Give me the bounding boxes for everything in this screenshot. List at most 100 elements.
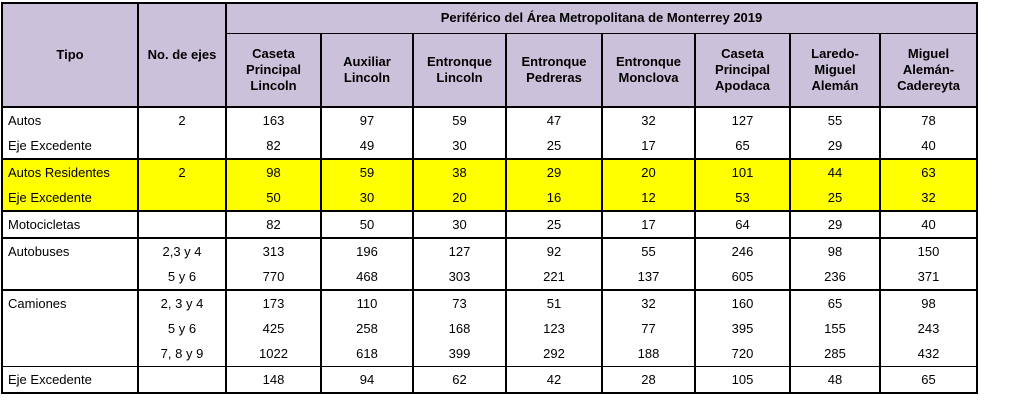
- vehicle-type-cell: [1, 341, 139, 367]
- toll-value-cell: 127: [694, 107, 791, 133]
- toll-value-cell: 292: [505, 341, 603, 367]
- toll-value-cell: 160: [694, 289, 791, 316]
- toll-value-cell: 98: [879, 289, 978, 316]
- toll-value-cell: 303: [412, 264, 507, 290]
- toll-value-cell: 155: [789, 316, 881, 341]
- toll-rates-table: Tipo No. de ejes Periférico del Área Met…: [1, 2, 978, 394]
- toll-value-cell: 29: [789, 133, 881, 159]
- axles-cell: 2: [137, 158, 227, 185]
- toll-value-cell: 30: [412, 210, 507, 238]
- toll-value-cell: 236: [789, 264, 881, 290]
- axles-cell: [137, 133, 227, 159]
- toll-value-cell: 770: [225, 264, 322, 290]
- toll-value-cell: 97: [320, 107, 414, 133]
- toll-value-cell: 38: [412, 158, 507, 185]
- vehicle-type-cell: Autos Residentes: [1, 158, 139, 185]
- toll-value-cell: 30: [412, 133, 507, 159]
- vehicle-type-cell: Autobuses: [1, 237, 139, 264]
- table-row: Autobuses 2,3 y 4 313 196 127 92 55 246 98 150: [1, 237, 978, 264]
- toll-value-cell: 98: [789, 237, 881, 264]
- toll-value-cell: 32: [601, 107, 696, 133]
- toll-value-cell: 618: [320, 341, 414, 367]
- vehicle-type-cell: Camiones: [1, 289, 139, 316]
- table-row: Eje Excedente 148 94 62 42 28 105 48 65: [1, 366, 978, 393]
- toll-value-cell: 168: [412, 316, 507, 341]
- toll-value-cell: 55: [789, 107, 881, 133]
- toll-value-cell: 65: [789, 289, 881, 316]
- axles-cell: 2,3 y 4: [137, 237, 227, 264]
- toll-value-cell: 59: [320, 158, 414, 185]
- toll-value-cell: 77: [601, 316, 696, 341]
- axles-cell: [137, 210, 227, 238]
- ejes-column-header: No. de ejes: [137, 3, 227, 108]
- toll-value-cell: 127: [412, 237, 507, 264]
- toll-value-cell: 25: [505, 133, 603, 159]
- toll-value-cell: 25: [789, 185, 881, 211]
- table-row: 5 y 6 770 468 303 221 137 605 236 371: [1, 264, 978, 290]
- toll-value-cell: 64: [694, 210, 791, 238]
- toll-value-cell: 25: [505, 210, 603, 238]
- axles-cell: 7, 8 y 9: [137, 341, 227, 367]
- toll-value-cell: 173: [225, 289, 322, 316]
- toll-value-cell: 20: [601, 158, 696, 185]
- table-row: Autos Residentes 2 98 59 38 29 20 101 44 63: [1, 158, 978, 185]
- toll-value-cell: 42: [505, 366, 603, 393]
- toll-value-cell: 105: [694, 366, 791, 393]
- toll-value-cell: 1022: [225, 341, 322, 367]
- vehicle-type-cell: Eje Excedente: [1, 185, 139, 211]
- tipo-column-header: Tipo: [1, 3, 139, 108]
- toll-value-cell: 188: [601, 341, 696, 367]
- toll-value-cell: 65: [694, 133, 791, 159]
- axles-cell: 2: [137, 107, 227, 133]
- toll-value-cell: 221: [505, 264, 603, 290]
- toll-value-cell: 101: [694, 158, 791, 185]
- toll-value-cell: 16: [505, 185, 603, 211]
- title-row: Tipo No. de ejes Periférico del Área Met…: [1, 3, 978, 108]
- toll-value-cell: 399: [412, 341, 507, 367]
- toll-value-cell: 468: [320, 264, 414, 290]
- toll-value-cell: 285: [789, 341, 881, 367]
- toll-value-cell: 49: [320, 133, 414, 159]
- toll-value-cell: 98: [225, 158, 322, 185]
- axles-cell: 5 y 6: [137, 316, 227, 341]
- toll-value-cell: 59: [412, 107, 507, 133]
- toll-value-cell: 196: [320, 237, 414, 264]
- toll-value-cell: 48: [789, 366, 881, 393]
- toll-column-header: Entronque Monclova: [601, 33, 696, 108]
- toll-column-header: Caseta Principal Lincoln: [225, 33, 322, 108]
- toll-value-cell: 50: [320, 210, 414, 238]
- table-row: 7, 8 y 9 1022 618 399 292 188 720 285 432: [1, 341, 978, 367]
- toll-value-cell: 82: [225, 210, 322, 238]
- toll-value-cell: 371: [879, 264, 978, 290]
- toll-column-header: Entronque Pedreras: [505, 33, 603, 108]
- toll-column-header: Caseta Principal Apodaca: [694, 33, 791, 108]
- vehicle-type-cell: Motocicletas: [1, 210, 139, 238]
- toll-value-cell: 313: [225, 237, 322, 264]
- toll-value-cell: 63: [879, 158, 978, 185]
- axles-cell: [137, 185, 227, 211]
- axles-cell: 5 y 6: [137, 264, 227, 290]
- toll-value-cell: 17: [601, 133, 696, 159]
- toll-value-cell: 163: [225, 107, 322, 133]
- toll-value-cell: 32: [879, 185, 978, 211]
- vehicle-type-cell: [1, 316, 139, 341]
- table-row: Camiones 2, 3 y 4 173 110 73 51 32 160 65 98: [1, 289, 978, 316]
- toll-value-cell: 20: [412, 185, 507, 211]
- column-header-row: Caseta Principal Lincoln Auxiliar Lincoln…: [2, 33, 978, 108]
- toll-value-cell: 123: [505, 316, 603, 341]
- toll-value-cell: 395: [694, 316, 791, 341]
- toll-value-cell: 40: [879, 210, 978, 238]
- toll-column-header: Laredo-Miguel Alemán: [789, 33, 881, 108]
- toll-value-cell: 40: [879, 133, 978, 159]
- toll-value-cell: 150: [879, 237, 978, 264]
- toll-value-cell: 137: [601, 264, 696, 290]
- toll-column-header: Entronque Lincoln: [412, 33, 507, 108]
- toll-value-cell: 92: [505, 237, 603, 264]
- toll-value-cell: 53: [694, 185, 791, 211]
- table-row: 5 y 6 425 258 168 123 77 395 155 243: [1, 316, 978, 341]
- toll-value-cell: 29: [789, 210, 881, 238]
- toll-value-cell: 28: [601, 366, 696, 393]
- toll-value-cell: 12: [601, 185, 696, 211]
- toll-column-header: Auxiliar Lincoln: [320, 33, 414, 108]
